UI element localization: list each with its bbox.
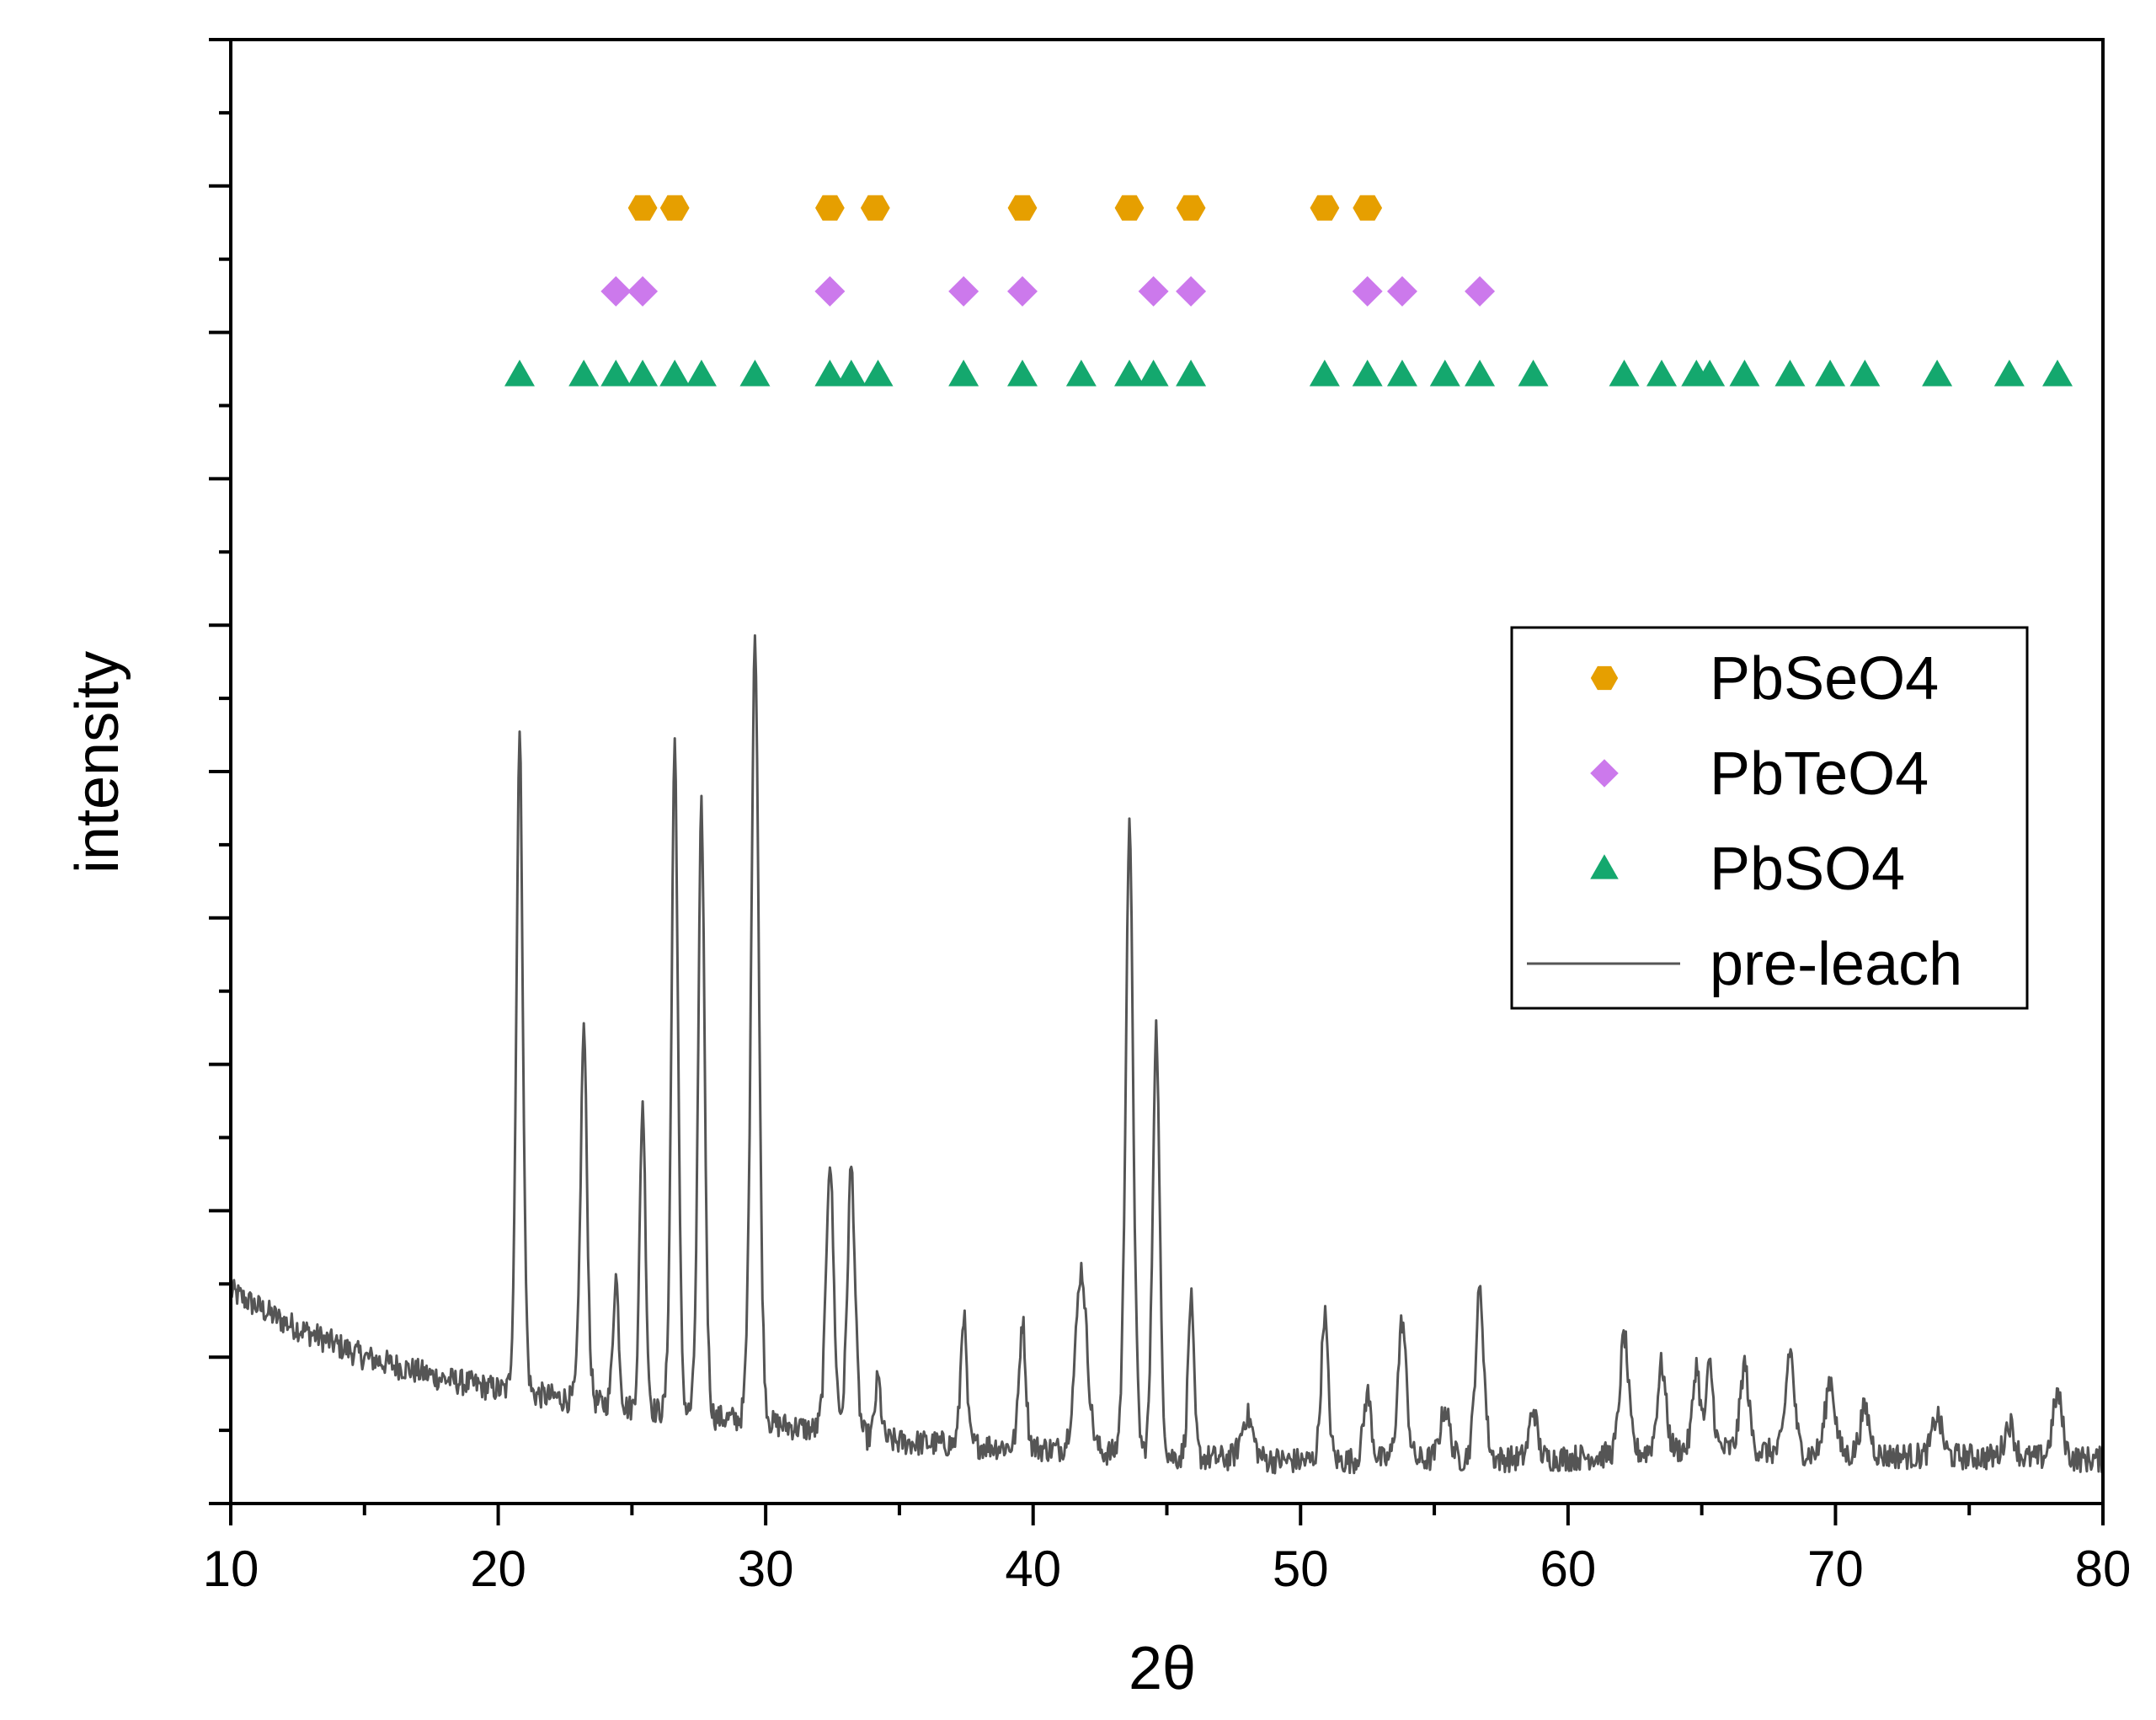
legend: PbSeO4 PbTeO4 PbSO4 pre-leach <box>1510 626 2029 1010</box>
data-point-pbso4 <box>1114 360 1145 387</box>
data-point-pbso4 <box>739 360 771 387</box>
data-point-pbso4 <box>1429 360 1460 387</box>
data-point-pbso4 <box>1352 360 1383 387</box>
data-point-pbteo4 <box>1352 275 1383 307</box>
data-point-pbteo4 <box>1138 275 1169 307</box>
data-point-pbteo4 <box>600 275 632 307</box>
data-point-pbso4 <box>568 360 600 387</box>
data-point-pbso4 <box>686 360 717 387</box>
series-pbseo4 <box>627 195 1383 221</box>
data-point-pbso4 <box>814 360 846 387</box>
data-point-pbso4 <box>862 360 894 387</box>
data-point-pbseo4 <box>627 195 658 221</box>
data-point-pbso4 <box>835 360 867 387</box>
data-point-pbseo4 <box>1007 195 1038 221</box>
legend-label-pbseo4: PbSeO4 <box>1710 645 1939 713</box>
data-point-pbso4 <box>1309 360 1340 387</box>
series-line-pre-leach <box>229 634 2105 1475</box>
data-point-pbso4 <box>1646 360 1678 387</box>
data-point-pbso4 <box>1065 360 1097 387</box>
data-point-pbteo4 <box>1386 275 1417 307</box>
data-point-pbseo4 <box>1176 195 1206 221</box>
data-point-pbso4 <box>1138 360 1169 387</box>
data-point-pbteo4 <box>627 275 659 307</box>
data-point-pbteo4 <box>814 275 846 307</box>
series-pbso4 <box>504 360 2073 387</box>
data-point-pbso4 <box>659 360 691 387</box>
data-point-pbso4 <box>948 360 979 387</box>
data-point-pbso4 <box>627 360 659 387</box>
data-point-pbso4 <box>1609 360 1640 387</box>
data-point-pbso4 <box>504 360 535 387</box>
data-point-pbseo4 <box>860 195 890 221</box>
y-axis-title: intensity <box>64 651 131 873</box>
data-point-pbseo4 <box>1353 195 1383 221</box>
axes-layer: 10 20 30 40 50 60 70 80 <box>203 38 2132 1597</box>
data-point-pbso4 <box>1849 360 1881 387</box>
x-tick-label: 10 <box>203 1541 259 1597</box>
x-tick-label: 20 <box>470 1541 526 1597</box>
data-point-pbteo4 <box>1176 275 1207 307</box>
data-point-pbso4 <box>1729 360 1760 387</box>
series-pbteo4 <box>600 275 1496 307</box>
x-tick-label: 40 <box>1005 1541 1061 1597</box>
x-axis-title: 2θ <box>1129 1635 1196 1702</box>
x-tick-label: 70 <box>1807 1541 1864 1597</box>
data-point-pbseo4 <box>659 195 690 221</box>
data-point-pbseo4 <box>1310 195 1340 221</box>
legend-box <box>1510 626 2029 1010</box>
legend-marker-pbseo4 <box>1590 665 1619 691</box>
data-point-pbso4 <box>1386 360 1417 387</box>
data-point-pbso4 <box>1815 360 1846 387</box>
data-point-pbso4 <box>1465 360 1496 387</box>
data-point-pbso4 <box>1774 360 1806 387</box>
legend-marker-pbso4 <box>1590 854 1619 879</box>
x-tick-label: 60 <box>1540 1541 1596 1597</box>
data-point-pbso4 <box>1176 360 1207 387</box>
data-point-pbso4 <box>1007 360 1038 387</box>
legend-label-pbso4: PbSO4 <box>1710 836 1905 903</box>
x-tick-label: 50 <box>1273 1541 1329 1597</box>
x-tick-label: 80 <box>2075 1541 2132 1597</box>
data-point-pbso4 <box>1922 360 1953 387</box>
data-point-pbso4 <box>2042 360 2073 387</box>
data-point-pbso4 <box>600 360 632 387</box>
data-point-pbteo4 <box>948 275 979 307</box>
plot-layer <box>229 195 2105 1475</box>
data-point-pbseo4 <box>1114 195 1145 221</box>
data-point-pbso4 <box>1993 360 2025 387</box>
legend-label-pbteo4: PbTeO4 <box>1710 740 1929 808</box>
data-point-pbso4 <box>1694 360 1726 387</box>
data-point-pbseo4 <box>815 195 845 221</box>
legend-marker-pbteo4 <box>1590 759 1619 788</box>
data-point-pbteo4 <box>1465 275 1496 307</box>
data-point-pbteo4 <box>1007 275 1038 307</box>
data-point-pbso4 <box>1518 360 1549 387</box>
x-tick-label: 30 <box>738 1541 794 1597</box>
legend-label-pre-leach: pre-leach <box>1710 931 1962 998</box>
